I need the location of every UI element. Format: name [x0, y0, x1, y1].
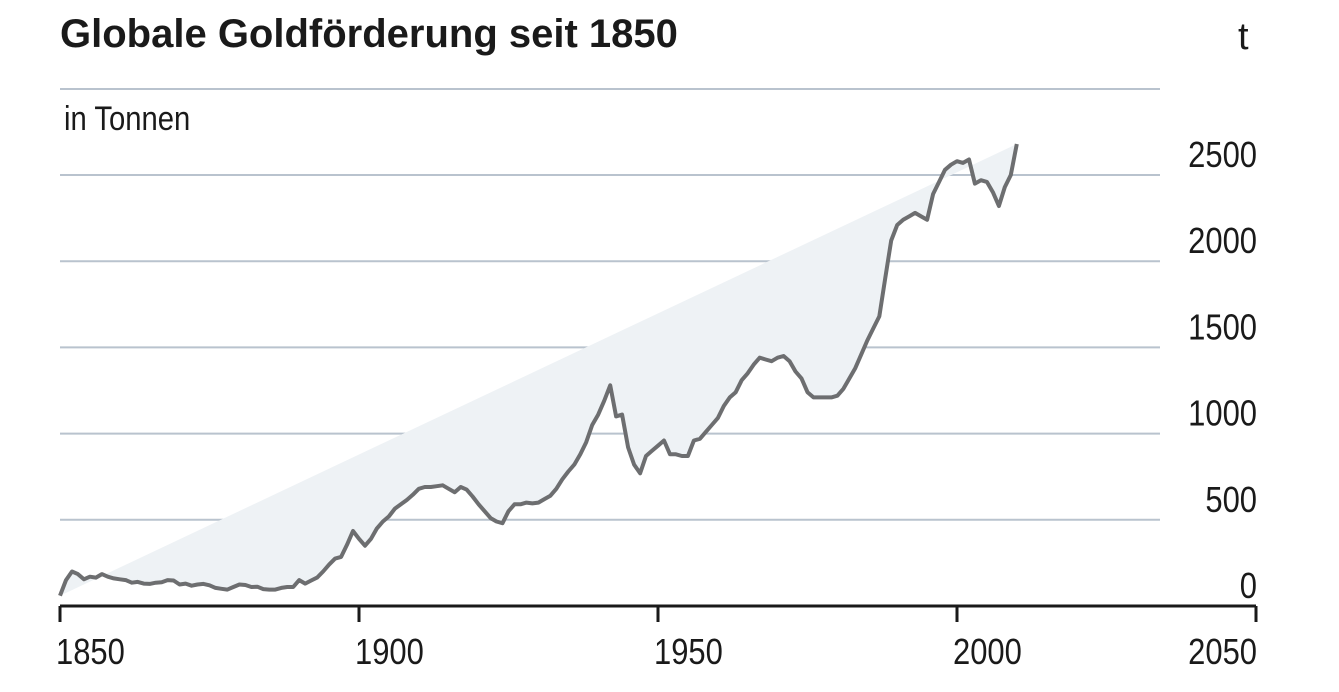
y-tick-label-1500: 1500: [1188, 308, 1257, 348]
area-fill: [60, 144, 1017, 596]
x-tick-label-1950: 1950: [654, 633, 723, 673]
x-tick-label-2050: 2050: [1188, 633, 1257, 673]
y-tick-label-500: 500: [1205, 481, 1257, 521]
x-tick-label-1850: 1850: [56, 633, 125, 673]
y-tick-label-0: 0: [1240, 567, 1257, 607]
chart-subtitle: in Tonnen: [64, 100, 191, 138]
y-tick-label-1000: 1000: [1188, 395, 1257, 435]
chart-title: Globale Goldförderung seit 1850: [60, 12, 678, 56]
gridlines: [60, 88, 1160, 521]
y-tick-label-2500: 2500: [1188, 136, 1257, 176]
y-tick-label-2000: 2000: [1188, 222, 1257, 262]
production-line: [58, 143, 1019, 597]
y-unit-label: t: [1238, 16, 1249, 58]
x-tick-label-1900: 1900: [355, 633, 424, 673]
x-tick-label-2000: 2000: [953, 633, 1022, 673]
x-axis: 1850 1900 1950 2000 2050: [56, 604, 1258, 673]
y-axis-ticks: 0 500 1000 1500 2000 2500: [1188, 136, 1257, 607]
